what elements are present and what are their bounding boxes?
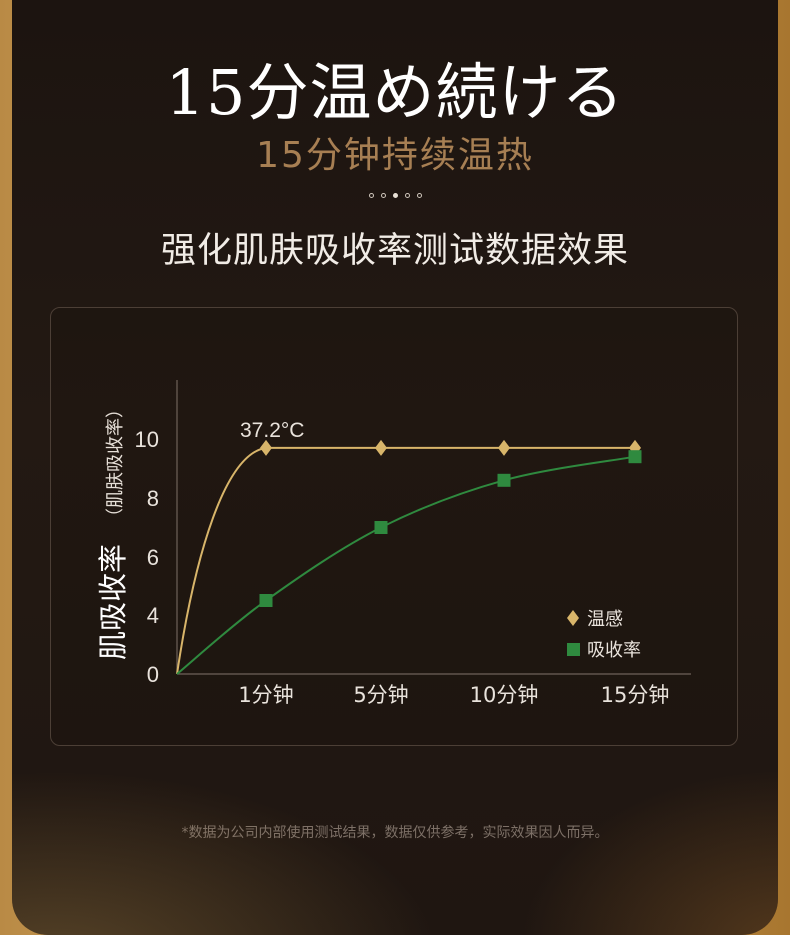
temperature-point bbox=[260, 439, 272, 456]
y-tick-label: 10 bbox=[135, 427, 159, 452]
pagination-dot bbox=[380, 192, 386, 198]
absorption-chart: 0 4 6 8 10 1分钟 5分钟 10分钟 15分钟 肌吸收率 （肌肤吸收率） 37.2°C 温感吸… bbox=[96, 380, 691, 707]
x-tick-label: 15分钟 bbox=[601, 683, 670, 707]
absorption-point bbox=[628, 450, 642, 464]
footnote: *数据为公司内部使用测试结果，数据仅供参考，实际效果因人而异。 bbox=[181, 825, 609, 841]
legend-marker-temperature bbox=[567, 610, 579, 626]
headline: 15分温め続ける bbox=[165, 56, 625, 129]
legend-marker-absorption bbox=[567, 643, 580, 656]
absorption-point bbox=[497, 473, 511, 487]
y-tick-label: 4 bbox=[147, 603, 159, 628]
y-axis-subtitle: （肌肤吸收率） bbox=[105, 400, 126, 526]
absorption-point bbox=[374, 521, 388, 534]
x-tick-label: 1分钟 bbox=[238, 683, 293, 707]
y-tick-label: 0 bbox=[147, 662, 159, 687]
y-tick-label: 8 bbox=[147, 486, 159, 511]
pagination-dot bbox=[416, 192, 422, 198]
x-tick-label: 5分钟 bbox=[353, 683, 408, 707]
legend-label-absorption: 吸收率 bbox=[587, 640, 641, 661]
pagination-dot bbox=[404, 192, 410, 198]
x-tick-label: 10分钟 bbox=[470, 683, 539, 707]
subheadline: 15分钟持续温热 bbox=[256, 135, 534, 176]
pagination-dots bbox=[12, 190, 778, 200]
absorption-point bbox=[259, 594, 273, 607]
temperature-point bbox=[375, 439, 387, 456]
series-line-absorption bbox=[176, 455, 636, 675]
temperature-point bbox=[498, 439, 510, 456]
pagination-dot bbox=[368, 192, 374, 198]
pagination-dot bbox=[392, 192, 398, 198]
y-axis-title: 肌吸收率 bbox=[96, 544, 130, 660]
series-line-temperature bbox=[176, 446, 635, 675]
chart-panel: 0 4 6 8 10 1分钟 5分钟 10分钟 15分钟 肌吸收率 （肌肤吸收率） 37.2°C 温感吸… bbox=[50, 307, 738, 746]
temperature-annotation: 37.2°C bbox=[240, 419, 304, 442]
section-title: 强化肌肤吸收率测试数据效果 bbox=[160, 231, 629, 271]
y-tick-label: 6 bbox=[147, 545, 159, 570]
legend-label-temperature: 温感 bbox=[587, 609, 623, 630]
poster-card: 15分温め続ける 15分钟持续温热 强化肌肤吸收率测试数据效果 0 4 6 8 10 1分… bbox=[12, 0, 778, 935]
